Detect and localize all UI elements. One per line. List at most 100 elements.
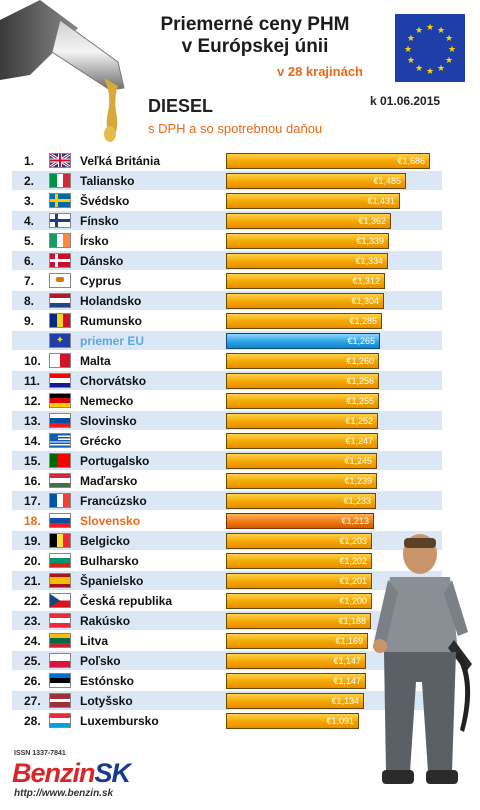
price-bar bbox=[226, 633, 368, 649]
price-bar bbox=[226, 273, 385, 289]
flag-cz-icon bbox=[49, 593, 71, 608]
price-bar bbox=[226, 693, 364, 709]
price-bar bbox=[226, 213, 391, 229]
eu-star-icon: ★ bbox=[426, 22, 434, 32]
price-bar bbox=[226, 473, 377, 489]
flag-be-icon bbox=[49, 533, 71, 548]
country-label: Portugalsko bbox=[80, 454, 150, 468]
flag-mt-icon bbox=[49, 353, 71, 368]
rank-label: 26. bbox=[24, 674, 41, 688]
flag-pl-icon bbox=[49, 653, 71, 668]
price-bar bbox=[226, 173, 406, 189]
price-value-label: €1,362 bbox=[358, 216, 386, 226]
price-bar bbox=[226, 293, 384, 309]
price-value-label: €1,485 bbox=[373, 176, 401, 186]
flag-dk-icon bbox=[49, 253, 71, 268]
rank-label: 13. bbox=[24, 414, 41, 428]
price-value-label: €1,247 bbox=[345, 436, 373, 446]
benzinsk-logo: BenzinSK bbox=[12, 758, 132, 789]
subtitle: v 28 krajinách bbox=[277, 64, 363, 79]
rank-label: 20. bbox=[24, 554, 41, 568]
flag-bg-icon bbox=[49, 553, 71, 568]
website-url[interactable]: http://www.benzin.sk bbox=[14, 788, 114, 799]
rank-label: 22. bbox=[24, 594, 41, 608]
country-label: Bulharsko bbox=[80, 554, 139, 568]
eu-star-icon: ★ bbox=[426, 66, 434, 76]
flag-es-icon bbox=[49, 573, 71, 588]
price-value-label: €1,285 bbox=[349, 316, 377, 326]
country-label: Taliansko bbox=[80, 174, 135, 188]
price-bar bbox=[226, 673, 366, 689]
rank-label: 11. bbox=[24, 374, 41, 388]
title-line-2: v Európskej únii bbox=[181, 36, 329, 57]
rank-label: 16. bbox=[24, 474, 41, 488]
flag-de-icon bbox=[49, 393, 71, 408]
country-label: Malta bbox=[80, 354, 111, 368]
eu-flag-stars: ★★★★★★★★★ ★ ★★ bbox=[404, 22, 456, 76]
country-label: Nemecko bbox=[80, 394, 134, 408]
country-label: Poľsko bbox=[80, 654, 121, 668]
rank-label: 25. bbox=[24, 654, 41, 668]
country-label: Španielsko bbox=[80, 574, 144, 588]
rank-label: 6. bbox=[24, 254, 35, 268]
country-label: Luxembursko bbox=[80, 714, 159, 728]
title-line-1: Priemerné ceny PHM bbox=[160, 14, 350, 35]
flag-eu-icon: ✦ bbox=[49, 333, 71, 348]
price-bar bbox=[226, 413, 378, 429]
rank-label: 17. bbox=[24, 494, 41, 508]
rank-label: 24. bbox=[24, 634, 41, 648]
price-value-label: €1,202 bbox=[339, 556, 367, 566]
price-value-label: €1,245 bbox=[344, 456, 372, 466]
eu-star-icon: ★ bbox=[445, 55, 453, 65]
logo-sk: SK bbox=[94, 758, 132, 788]
flag-cy-icon bbox=[49, 273, 71, 288]
price-value-label: €1,431 bbox=[367, 196, 395, 206]
price-value-label: €1,169 bbox=[335, 636, 363, 646]
country-label: Veľká Británia bbox=[80, 154, 160, 168]
country-label: Švédsko bbox=[80, 194, 130, 208]
price-value-label: €1,686 bbox=[397, 156, 425, 166]
issn-text: ISSN 1337-7841 bbox=[14, 750, 66, 757]
flag-ro-icon bbox=[49, 313, 71, 328]
price-bar bbox=[226, 493, 376, 509]
price-bar bbox=[226, 373, 379, 389]
flag-si-icon bbox=[49, 413, 71, 428]
flag-it-icon bbox=[49, 173, 71, 188]
eu-star-icon: ★ bbox=[415, 25, 423, 35]
rank-label: 23. bbox=[24, 614, 41, 628]
eu-star-icon: ★ bbox=[437, 63, 445, 73]
country-label: Litva bbox=[80, 634, 109, 648]
eu-star-icon: ★ bbox=[407, 33, 415, 43]
flag-ee-icon bbox=[49, 673, 71, 688]
rank-label: 21. bbox=[24, 574, 41, 588]
price-value-label: €1,334 bbox=[355, 256, 383, 266]
price-value-label: €1,200 bbox=[339, 596, 367, 606]
rank-label: 8. bbox=[24, 294, 35, 308]
price-value-label: €1,213 bbox=[341, 516, 369, 526]
rank-label: 5. bbox=[24, 234, 35, 248]
flag-se-icon bbox=[49, 193, 71, 208]
price-bar bbox=[226, 153, 430, 169]
price-value-label: €1,312 bbox=[352, 276, 380, 286]
price-value-label: €1,134 bbox=[331, 696, 359, 706]
price-bar bbox=[226, 453, 377, 469]
price-bar bbox=[226, 253, 388, 269]
fuel-type: DIESEL bbox=[148, 96, 214, 116]
flag-fr-icon bbox=[49, 493, 71, 508]
price-bar bbox=[226, 433, 378, 449]
flag-lu-icon bbox=[49, 713, 71, 728]
rank-label: 9. bbox=[24, 314, 35, 328]
rank-label: 18. bbox=[24, 514, 41, 528]
eu-star-icon: ★ bbox=[437, 25, 445, 35]
logo-benzin: Benzin bbox=[12, 758, 96, 788]
price-bar bbox=[226, 553, 372, 569]
price-value-label: €1,091 bbox=[326, 716, 354, 726]
flag-lt-icon bbox=[49, 633, 71, 648]
price-bar bbox=[226, 513, 374, 529]
country-label: Estónsko bbox=[80, 674, 135, 688]
date-label: k 01.06.2015 bbox=[370, 94, 441, 108]
price-value-label: €1,147 bbox=[333, 656, 361, 666]
rank-label: 7. bbox=[24, 274, 35, 288]
price-value-label: €1,203 bbox=[339, 536, 367, 546]
